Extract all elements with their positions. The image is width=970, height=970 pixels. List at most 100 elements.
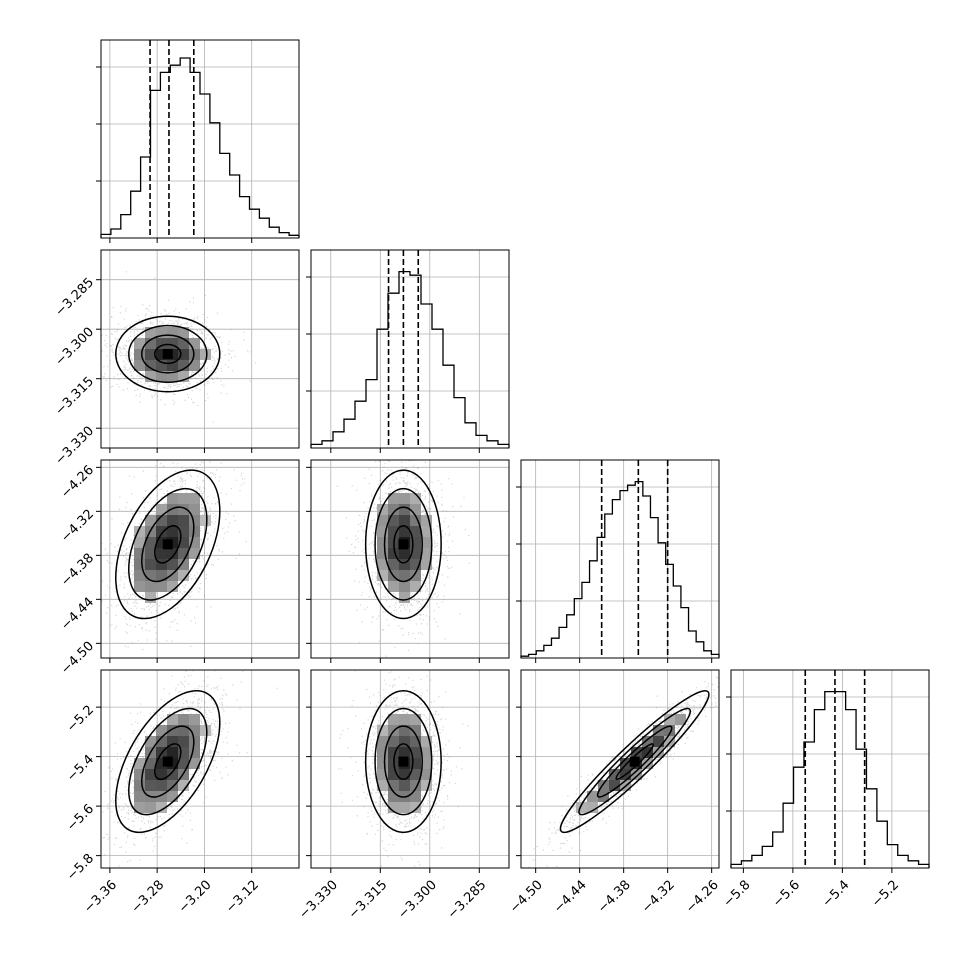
density-grid <box>134 327 211 382</box>
density-cell <box>587 791 598 802</box>
pair-content <box>311 670 509 868</box>
density-cell <box>653 747 664 758</box>
density-cell <box>421 769 432 780</box>
density-cell <box>388 714 399 725</box>
contour-level-0 <box>154 343 182 365</box>
density-cell <box>388 791 399 802</box>
pair-panel-2-1 <box>306 459 510 663</box>
density-cell <box>399 725 410 736</box>
density-cell <box>421 559 432 570</box>
pair-panel-3-1 <box>306 669 510 873</box>
contour-level-3 <box>364 469 442 620</box>
density-cell <box>421 758 432 769</box>
y-tick-label: −3.315 <box>52 374 97 419</box>
density-cell <box>410 570 421 581</box>
pair-panel-3-2 <box>516 669 720 873</box>
density-cell <box>156 725 167 736</box>
density-cell <box>410 736 421 747</box>
density-cell <box>156 758 167 769</box>
density-cell <box>145 758 156 769</box>
contour-level-1 <box>596 725 673 798</box>
hist-panel-0 <box>96 39 300 243</box>
x-tick-label: −3.285 <box>445 878 490 923</box>
density-peak <box>162 348 173 359</box>
density-cell <box>156 802 167 813</box>
contour-level-1 <box>383 506 424 583</box>
density-cell <box>189 747 200 758</box>
y-tick-label: −3.330 <box>52 424 97 469</box>
density-cell <box>156 360 167 371</box>
density-cell <box>178 515 189 526</box>
y-tick-label: −3.300 <box>52 325 97 370</box>
density-cell <box>134 559 145 570</box>
density-cell <box>399 769 410 780</box>
density-cell <box>410 769 421 780</box>
density-grid <box>134 493 211 603</box>
panel-frame <box>310 459 510 659</box>
histogram-step <box>520 480 720 658</box>
density-cell <box>410 725 421 736</box>
contour-level-3 <box>559 690 710 834</box>
density-cell <box>167 725 178 736</box>
density-cell <box>388 504 399 515</box>
histogram-step <box>310 270 510 448</box>
density-cell <box>178 504 189 515</box>
density-cell <box>664 736 675 747</box>
x-tick-label: −3.330 <box>296 878 341 923</box>
density-cell <box>134 548 145 559</box>
x-tick-label: −4.50 <box>507 878 546 917</box>
density-cell <box>156 570 167 581</box>
density-cell <box>156 791 167 802</box>
density-cell <box>167 559 178 570</box>
density-cell <box>664 714 675 725</box>
density-cell <box>178 758 189 769</box>
contour-level-2 <box>374 707 433 816</box>
density-cell <box>587 802 598 813</box>
density-cell <box>410 493 421 504</box>
density-cell <box>399 515 410 526</box>
density-cell <box>399 548 410 559</box>
density-cell <box>178 559 189 570</box>
density-cell <box>189 515 200 526</box>
density-cell <box>377 769 388 780</box>
density-cell <box>156 515 167 526</box>
density-cell <box>156 548 167 559</box>
density-cell <box>178 493 189 504</box>
density-cell <box>167 360 178 371</box>
contour-level-0 <box>393 743 414 781</box>
pair-content <box>311 460 509 658</box>
density-cell <box>377 515 388 526</box>
density-cell <box>167 736 178 747</box>
density-cell <box>399 714 410 725</box>
x-tick-label: −4.26 <box>683 878 722 917</box>
x-tick-label: −4.38 <box>595 878 634 917</box>
density-cell <box>167 338 178 349</box>
density-cell <box>388 548 399 559</box>
density-cell <box>156 526 167 537</box>
density-cell <box>377 559 388 570</box>
density-cell <box>134 537 145 548</box>
density-cell <box>189 360 200 371</box>
density-cell <box>377 747 388 758</box>
y-tick-label: −3.285 <box>52 275 97 320</box>
panel-frame <box>100 249 300 449</box>
x-tick-label: −3.28 <box>129 878 168 917</box>
contour-level-0 <box>154 525 182 564</box>
density-cell <box>156 537 167 548</box>
density-cell <box>642 758 653 769</box>
density-cell <box>377 758 388 769</box>
density-cell <box>189 526 200 537</box>
density-cell <box>200 515 211 526</box>
density-cell <box>167 515 178 526</box>
density-cell <box>377 526 388 537</box>
density-cell <box>421 515 432 526</box>
contour-level-2 <box>128 324 208 384</box>
density-cell <box>145 360 156 371</box>
density-cell <box>178 526 189 537</box>
density-cell <box>134 570 145 581</box>
density-cell <box>410 559 421 570</box>
density-cell <box>145 338 156 349</box>
density-cell <box>410 526 421 537</box>
density-cell <box>134 791 145 802</box>
density-cell <box>410 802 421 813</box>
